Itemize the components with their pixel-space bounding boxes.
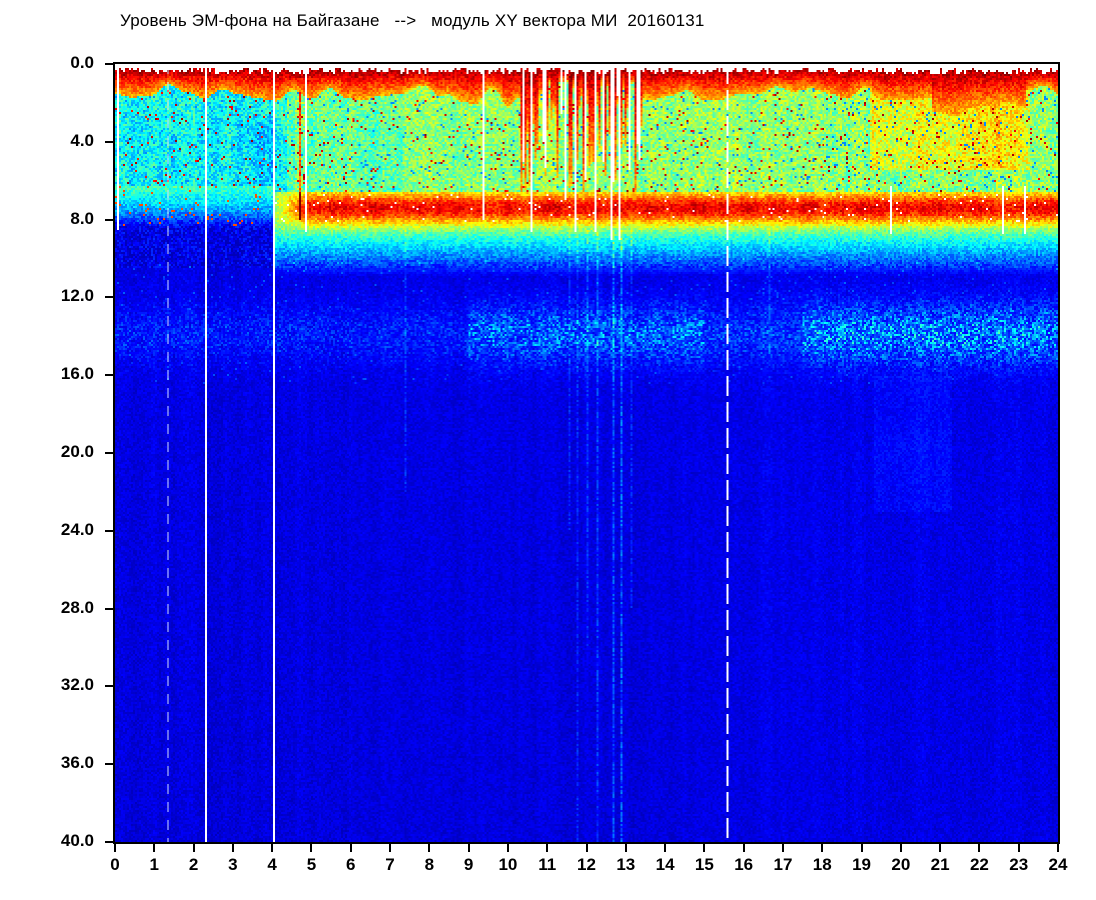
x-tick-label: 3 <box>228 855 238 874</box>
y-tick <box>105 841 113 843</box>
x-tick <box>271 844 274 852</box>
x-tick <box>546 844 549 852</box>
x-tick <box>781 844 784 852</box>
x-tick-label: 7 <box>385 855 395 874</box>
x-tick-label: 17 <box>773 855 793 874</box>
x-tick <box>1017 844 1020 852</box>
y-tick <box>105 607 113 610</box>
x-tick-label: 14 <box>655 855 675 874</box>
x-tick-label: 0 <box>110 855 120 874</box>
x-tick <box>703 844 706 852</box>
x-tick <box>821 844 824 852</box>
x-tick <box>310 844 313 852</box>
x-tick-label: 1 <box>149 855 160 874</box>
x-tick-label: 23 <box>1009 855 1029 874</box>
x-tick <box>389 844 392 852</box>
y-tick <box>105 763 113 766</box>
x-tick-label: 10 <box>498 855 518 874</box>
y-tick-label: 8.0 <box>70 208 94 228</box>
x-tick <box>506 844 509 852</box>
x-tick <box>860 844 863 852</box>
y-tick <box>105 529 113 532</box>
y-tick <box>105 218 113 221</box>
y-tick-label: 36.0 <box>60 753 94 773</box>
x-tick-label: 19 <box>852 855 871 874</box>
y-tick-label: 20.0 <box>60 442 94 461</box>
x-tick <box>467 844 470 852</box>
y-tick-label: 0.0 <box>70 53 94 72</box>
plot-frame <box>113 62 1060 844</box>
x-tick <box>624 844 627 852</box>
x-tick <box>231 844 234 852</box>
y-tick-label: 40.0 <box>60 831 94 850</box>
x-tick-label: 12 <box>577 855 596 874</box>
x-tick-label: 13 <box>616 855 636 874</box>
x-tick <box>114 844 116 852</box>
x-tick <box>192 844 195 852</box>
x-tick-label: 6 <box>346 855 356 874</box>
spectrogram-canvas <box>115 64 1058 842</box>
x-tick <box>153 844 156 852</box>
x-tick <box>899 844 902 852</box>
x-tick <box>939 844 942 852</box>
x-tick-label: 16 <box>734 855 754 874</box>
y-tick <box>105 140 113 143</box>
y-tick-label: 4.0 <box>70 130 94 150</box>
x-tick-label: 21 <box>930 855 950 874</box>
x-tick <box>664 844 667 852</box>
y-tick <box>105 296 113 299</box>
y-tick-label: 24.0 <box>60 519 94 539</box>
x-tick-label: 2 <box>188 855 199 874</box>
y-tick <box>105 374 113 377</box>
x-tick-label: 22 <box>969 855 989 874</box>
x-tick-label: 18 <box>812 855 832 874</box>
y-tick <box>105 685 113 688</box>
x-tick <box>742 844 745 852</box>
chart-title: Уровень ЭМ-фона на Байгазане --> модуль … <box>120 11 705 30</box>
x-tick-label: 15 <box>694 855 714 874</box>
x-tick <box>428 844 431 852</box>
y-tick-label: 28.0 <box>60 597 94 617</box>
x-tick-label: 24 <box>1048 855 1068 874</box>
x-tick <box>585 844 588 852</box>
y-tick <box>105 452 113 454</box>
y-tick-label: 32.0 <box>60 675 94 695</box>
x-tick-label: 4 <box>267 855 277 874</box>
y-tick <box>105 63 113 65</box>
x-tick <box>1057 844 1059 852</box>
x-tick-label: 8 <box>424 855 435 874</box>
x-tick <box>978 844 981 852</box>
x-tick-label: 20 <box>891 855 911 874</box>
x-tick-label: 9 <box>463 855 474 874</box>
x-tick-label: 5 <box>306 855 317 874</box>
x-tick-label: 11 <box>538 855 557 874</box>
x-tick <box>349 844 352 852</box>
y-tick-label: 12.0 <box>60 286 94 306</box>
y-tick-label: 16.0 <box>60 364 94 384</box>
